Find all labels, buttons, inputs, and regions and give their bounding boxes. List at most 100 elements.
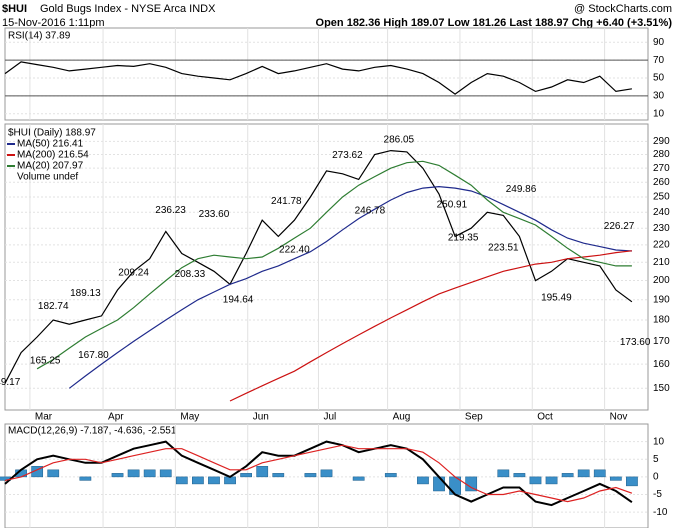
y-tick-label: 5 [653, 454, 659, 465]
y-tick-label: 30 [653, 91, 665, 102]
histogram-bar [497, 469, 510, 478]
histogram-bar [79, 476, 92, 481]
source: @ StockCharts.com [574, 3, 672, 15]
histogram-bar [529, 476, 542, 485]
series-line [4, 61, 632, 95]
series-line [229, 250, 632, 402]
histogram-bar [561, 473, 574, 478]
annotation: 194.64 [223, 294, 254, 305]
y-tick-label: 160 [653, 359, 670, 370]
x-tick-label: Nov [610, 412, 628, 423]
rsi-label: RSI(14) 37.89 [8, 31, 71, 42]
rsi-panel [4, 27, 649, 121]
annotation: 286.05 [384, 135, 415, 146]
annotation: 165.25 [30, 356, 61, 367]
x-tick-label: Oct [537, 412, 553, 423]
annotation: 173.60 [620, 337, 651, 348]
y-tick-label: 220 [653, 240, 670, 251]
x-tick-label: Jun [253, 412, 269, 423]
annotation: 233.60 [199, 209, 230, 220]
annotation: 241.78 [271, 196, 302, 207]
y-tick-label: 260 [653, 177, 670, 188]
legend-entry: MA(20) 207.97 [17, 161, 84, 172]
y-tick-label: -10 [653, 507, 668, 518]
histogram-bar [352, 476, 365, 481]
quote: Open 182.36 High 189.07 Low 181.26 Last … [316, 17, 673, 29]
x-tick-label: May [180, 412, 199, 423]
annotation: 222.40 [279, 244, 310, 255]
volume-note: Volume undef [17, 172, 78, 183]
y-tick-label: 190 [653, 294, 670, 305]
histogram-bar [111, 473, 124, 478]
macd-panel [4, 423, 649, 528]
annotation: 223.51 [488, 243, 519, 254]
macd-label: MACD(12,26,9) -7.187, -4.636, -2.551 [8, 426, 177, 437]
y-tick-label: 240 [653, 207, 670, 218]
x-tick-label: Jul [323, 412, 336, 423]
annotation: 195.49 [541, 293, 572, 304]
y-tick-label: 230 [653, 223, 670, 234]
annotation: 250.91 [437, 199, 468, 210]
y-tick-label: 10 [653, 108, 665, 119]
annotation: 236.23 [155, 205, 186, 216]
histogram-bar [384, 473, 397, 478]
y-tick-label: 150 [653, 383, 670, 394]
annotation: 246.78 [355, 205, 386, 216]
series-line [68, 185, 632, 389]
histogram-bar [47, 469, 60, 478]
y-tick-label: 200 [653, 275, 670, 286]
annotation: 167.80 [78, 350, 109, 361]
y-tick-label: 0 [653, 472, 659, 483]
series-line [36, 160, 632, 370]
annotation: 208.33 [175, 269, 206, 280]
x-tick-label: Mar [35, 412, 53, 423]
series-line [4, 444, 633, 503]
y-tick-label: 270 [653, 163, 670, 174]
histogram-bar [593, 469, 606, 478]
y-tick-label: -5 [653, 489, 662, 500]
histogram-bar [304, 473, 317, 478]
annotation: 249.86 [506, 184, 537, 195]
histogram-bar [159, 469, 172, 478]
histogram-bar [545, 476, 558, 485]
series-line [4, 440, 633, 507]
legend-entry: MA(200) 216.54 [17, 150, 89, 161]
histogram-bar [192, 476, 204, 485]
series-line [4, 149, 633, 384]
price-panel [4, 123, 649, 411]
x-tick-label: Sep [465, 412, 483, 423]
x-tick-label: Apr [108, 412, 124, 423]
y-tick-label: 280 [653, 149, 670, 160]
histogram-bar [175, 476, 188, 485]
annotation: 273.62 [332, 150, 363, 161]
histogram-bar [626, 476, 638, 487]
date: 15-Nov-2016 1:11pm [2, 17, 105, 29]
index-name: Gold Bugs Index - NYSE Arca INDX [40, 3, 216, 15]
histogram-bar [143, 469, 156, 478]
annotation: 149.17 [0, 377, 21, 388]
histogram-bar [127, 469, 140, 478]
y-tick-label: 50 [653, 73, 665, 84]
legend-entry: MA(50) 216.41 [17, 139, 84, 150]
annotation: 209.24 [118, 267, 149, 278]
x-tick-label: Aug [393, 412, 411, 423]
histogram-bar [320, 469, 333, 478]
annotation: 189.13 [70, 288, 101, 299]
histogram-bar [240, 473, 253, 478]
histogram-bar [256, 466, 269, 478]
histogram-bar [577, 469, 590, 478]
histogram-bar [609, 476, 622, 481]
histogram-bar [433, 476, 445, 492]
y-tick-label: 250 [653, 192, 670, 203]
y-tick-label: 180 [653, 315, 670, 326]
y-tick-label: 70 [653, 55, 665, 66]
annotation: 226.27 [604, 221, 635, 232]
y-tick-label: 10 [653, 436, 665, 447]
symbol: $HUI [2, 3, 27, 15]
y-tick-label: 290 [653, 136, 670, 147]
histogram-bar [417, 476, 429, 485]
histogram-bar [513, 473, 526, 478]
